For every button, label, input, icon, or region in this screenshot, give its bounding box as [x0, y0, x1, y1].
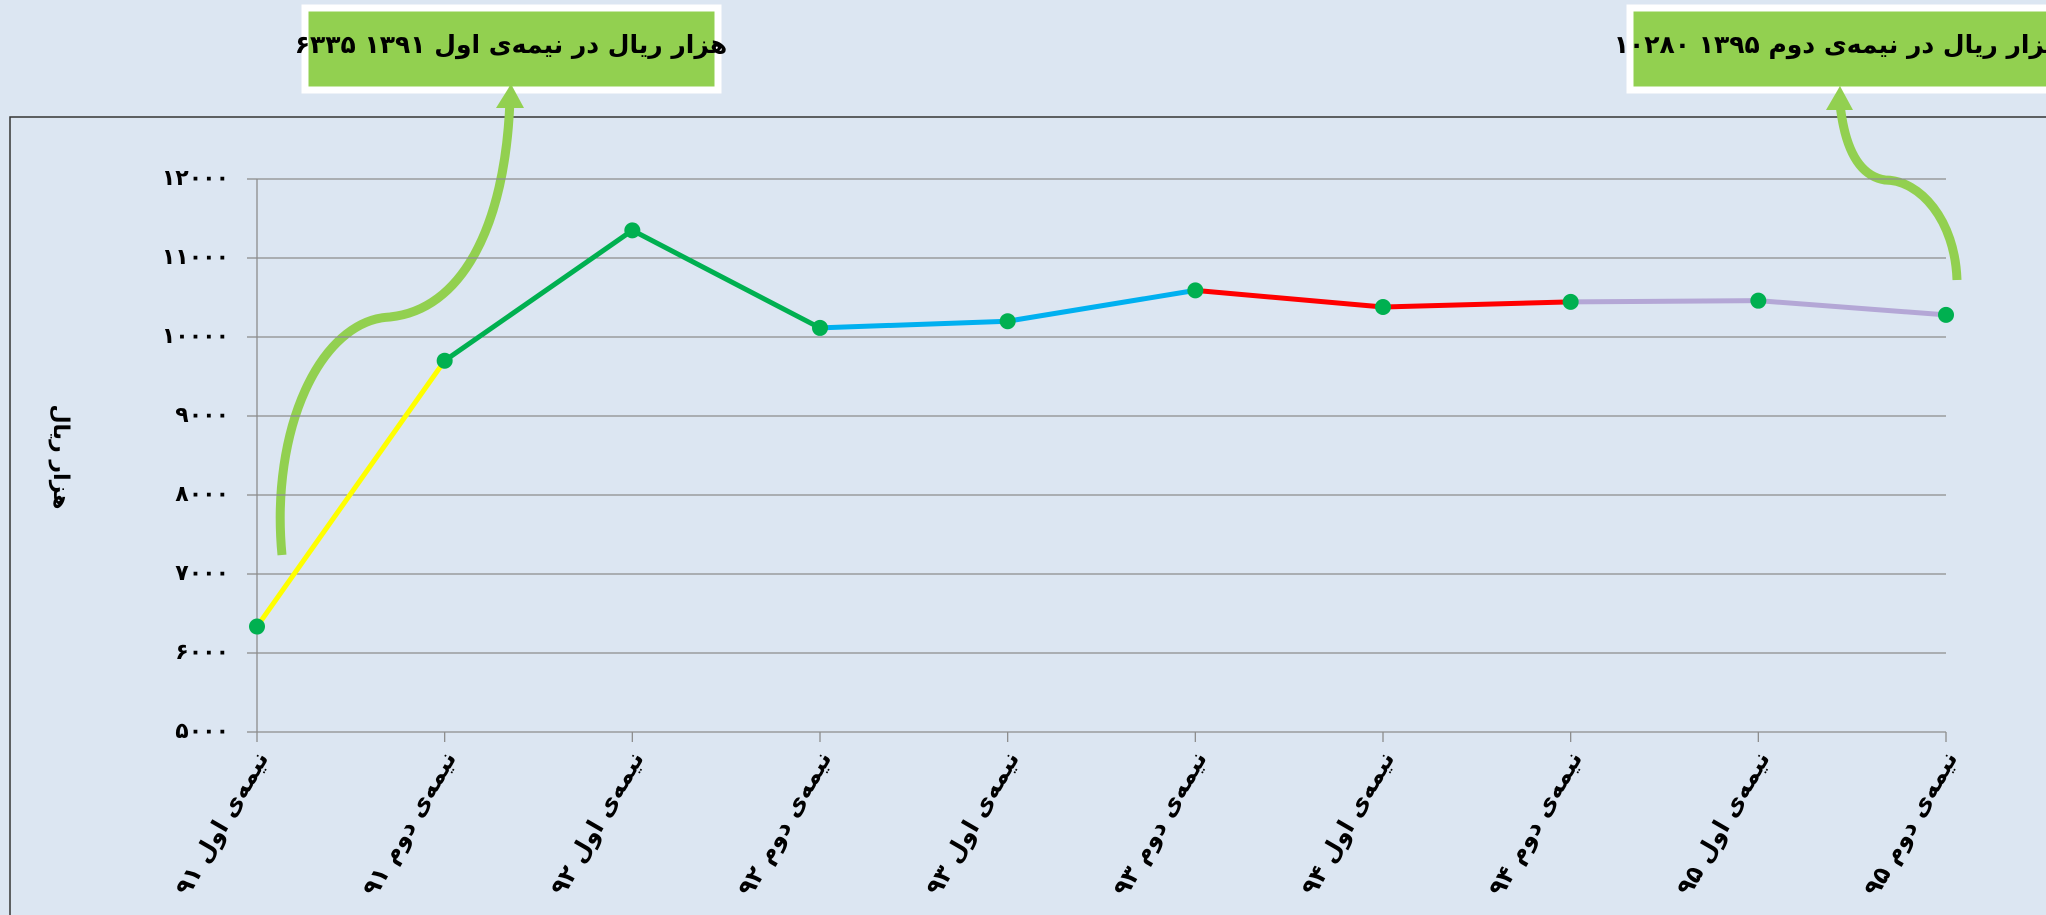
annotation-box	[1626, 4, 2046, 94]
line-segment	[629, 227, 823, 331]
y-tick-label: ۱۰۰۰۰	[162, 324, 229, 349]
annotation-1: ۶۳۳۵ هزار ریال در نیمه‌ی اول ۱۳۹۱	[275, 4, 727, 556]
line-segment	[442, 227, 635, 364]
line-segment	[1568, 298, 1761, 305]
annotation-arrow	[1835, 103, 1962, 281]
line-segment	[817, 318, 1011, 331]
marker	[1375, 298, 1391, 315]
annotation-text: ۶۳۳۵ هزار ریال در نیمه‌ی اول ۱۳۹۱	[295, 30, 727, 60]
marker	[624, 222, 641, 239]
line-segment	[1755, 298, 1949, 318]
marker	[1187, 282, 1204, 299]
line-segment	[1192, 287, 1386, 310]
marker	[436, 352, 453, 369]
y-tick-label: ۵۰۰۰	[175, 719, 229, 744]
annotation-2: ۱۰۲۸۰ هزار ریال در نیمه‌ی دوم ۱۳۹۵	[1614, 4, 2046, 281]
annotation-arrow	[275, 99, 515, 556]
line-segment	[1380, 299, 1574, 310]
arrow-head	[1826, 86, 1853, 110]
y-axis-label: هزار ریال	[48, 404, 73, 509]
y-tick-label: ۶۰۰۰	[175, 640, 229, 665]
marker	[1562, 293, 1579, 310]
annotation-text: ۱۰۲۸۰ هزار ریال در نیمه‌ی دوم ۱۳۹۵	[1614, 30, 2046, 60]
y-tick-label: ۱۲۰۰۰	[162, 166, 229, 191]
marker	[1750, 292, 1767, 309]
y-tick-label: ۷۰۰۰	[175, 561, 229, 586]
plot-frame	[9, 116, 2046, 915]
y-tick-label: ۹۰۰۰	[175, 403, 229, 428]
y-tick-label: ۸۰۰۰	[175, 482, 229, 507]
arrow-head	[496, 84, 524, 108]
marker	[249, 618, 265, 635]
annotation-box	[301, 4, 722, 94]
marker	[1938, 306, 1954, 323]
line-segment	[254, 358, 448, 630]
marker	[812, 319, 828, 336]
marker	[999, 313, 1016, 330]
y-tick-label: ۱۱۰۰۰	[162, 245, 229, 270]
line-segment	[1005, 287, 1198, 324]
